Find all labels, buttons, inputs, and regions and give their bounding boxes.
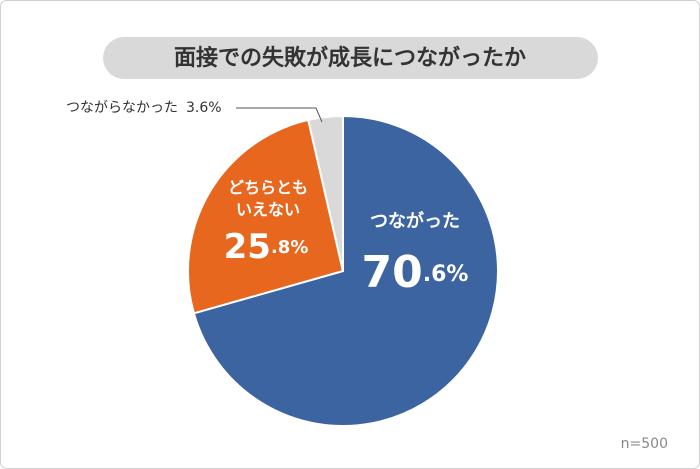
value-label: 3.6% [186,100,222,116]
note: n=500 [621,436,668,452]
category-label: どちらともいえない [228,178,308,219]
pie-slice [192,114,499,427]
value-label: 25.8% [224,227,309,267]
title-pill [103,37,598,79]
leader-line [236,107,323,123]
category-label: つながらなかった [66,100,178,116]
category-label: つながった [370,210,460,232]
pie-slice [187,118,345,315]
pie-slice [307,114,344,272]
chart-title: 面接での失敗が成長につながったか [174,45,526,71]
value-label: 70.6% [362,247,469,298]
